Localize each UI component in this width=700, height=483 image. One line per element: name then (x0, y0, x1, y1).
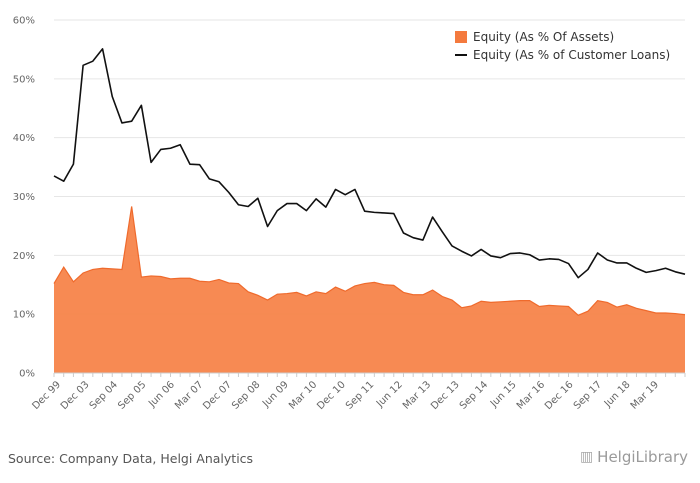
x-tick-label: Sep 05 (116, 379, 148, 411)
x-tick-label: Dec 10 (315, 379, 348, 412)
helgi-logo-icon: ▥ (579, 449, 594, 465)
x-tick-label: Dec 07 (201, 379, 234, 412)
source-note: Source: Company Data, Helgi Analytics (8, 451, 254, 466)
assets-area-edge (53, 206, 686, 317)
assets-area-layer (53, 206, 686, 374)
y-tick-label: 60% (13, 16, 35, 27)
x-tick-label: Sep 08 (230, 379, 262, 411)
x-tick-label: Dec 13 (429, 379, 462, 412)
y-tick-label: 20% (13, 251, 35, 262)
helgi-logo-text: HelgiLibrary (597, 448, 688, 466)
x-tick-label: Mar 13 (401, 379, 433, 411)
helgi-logo[interactable]: ▥ HelgiLibrary (580, 448, 688, 466)
legend-label-assets[interactable]: Equity (As % Of Assets) (473, 30, 614, 44)
x-tick-label: Dec 99 (30, 379, 63, 412)
x-tick-label: Jun 12 (374, 379, 405, 410)
assets-area[interactable] (54, 206, 685, 374)
x-tick-label: Sep 11 (344, 379, 376, 411)
x-tick-label: Jun 18 (602, 379, 633, 410)
y-axis: 0% 10% 20% 30% 40% 50% 60% (13, 16, 35, 380)
y-tick-label: 50% (13, 74, 35, 85)
x-tick-label: Dec 03 (59, 379, 92, 412)
x-tick-label: Jun 06 (146, 379, 177, 410)
y-tick-label: 40% (13, 133, 35, 144)
legend[interactable]: Equity (As % Of Assets) Equity (As % of … (455, 30, 670, 62)
x-tick-label: Dec 16 (543, 379, 576, 412)
x-tick-label: Mar 07 (173, 379, 205, 411)
x-tick-label: Jun 15 (488, 379, 519, 410)
x-tick-label: Sep 04 (88, 379, 120, 411)
x-tick-label: Jun 09 (260, 379, 291, 410)
x-tick-label: Mar 16 (515, 379, 547, 411)
legend-swatch-assets (455, 31, 467, 43)
legend-label-loans[interactable]: Equity (As % of Customer Loans) (473, 48, 670, 62)
y-tick-label: 30% (13, 192, 35, 203)
x-tick-label: Sep 17 (572, 379, 604, 411)
x-tick-label: Mar 19 (629, 379, 661, 411)
x-tick-label: Mar 10 (287, 379, 319, 411)
loans-line[interactable] (53, 48, 686, 279)
loans-line-layer (53, 48, 686, 279)
x-tick-label: Sep 14 (458, 379, 490, 411)
y-tick-label: 0% (19, 369, 35, 380)
y-tick-label: 10% (13, 310, 35, 321)
